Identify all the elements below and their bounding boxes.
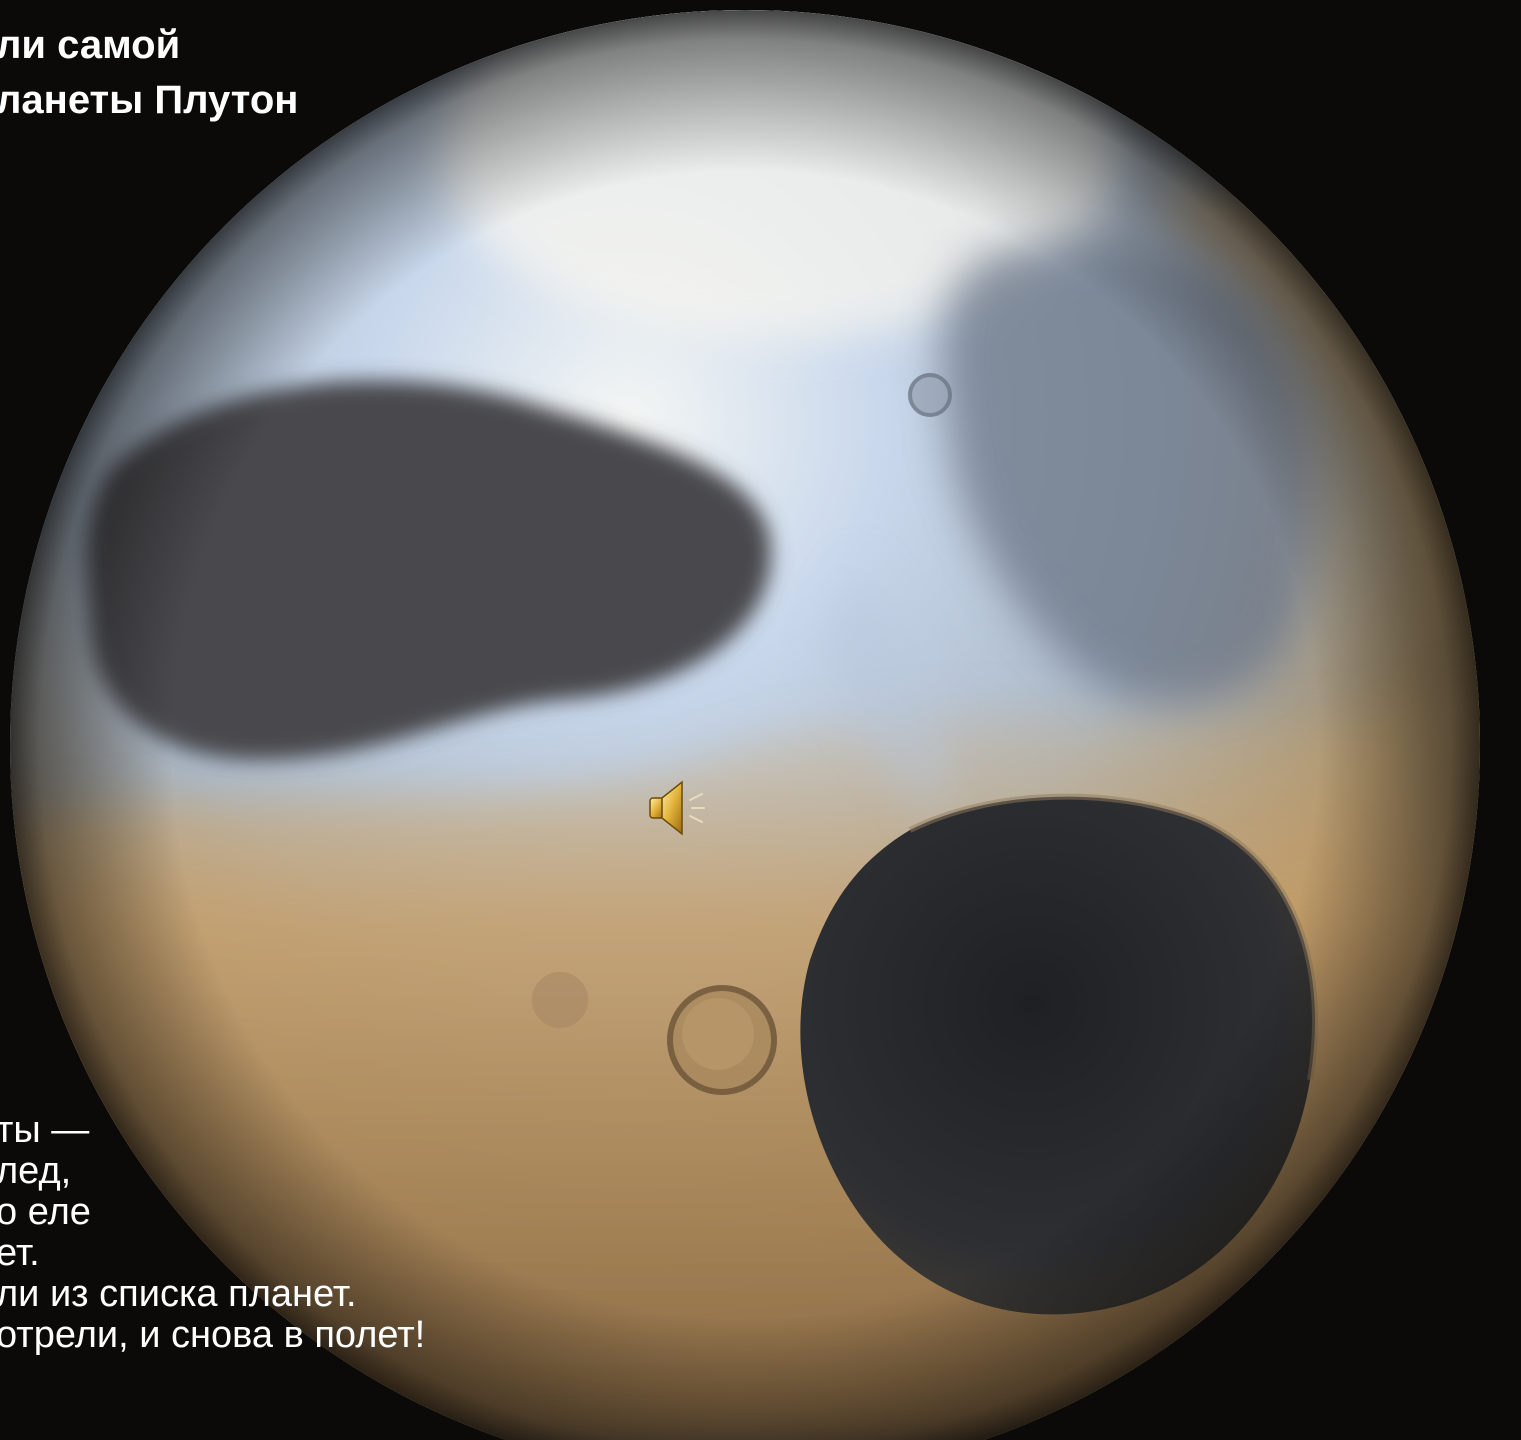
speaker-icon[interactable]: [646, 776, 708, 840]
body-line-1: ты —: [0, 1109, 90, 1151]
slide-body-text: ты — лед, о еле ет. ли из списка планет.…: [0, 1110, 425, 1356]
title-line-2: ланеты Плутон: [0, 78, 299, 122]
slide-title: ли самой ланеты Плутон: [0, 18, 298, 128]
body-line-4: ет.: [0, 1232, 40, 1274]
body-line-2: лед,: [0, 1150, 72, 1192]
title-line-1: ли самой: [0, 23, 181, 67]
body-line-5: ли из списка планет.: [0, 1273, 357, 1315]
body-line-6: отрели, и снова в полет!: [0, 1314, 426, 1356]
body-line-3: о еле: [0, 1191, 91, 1233]
